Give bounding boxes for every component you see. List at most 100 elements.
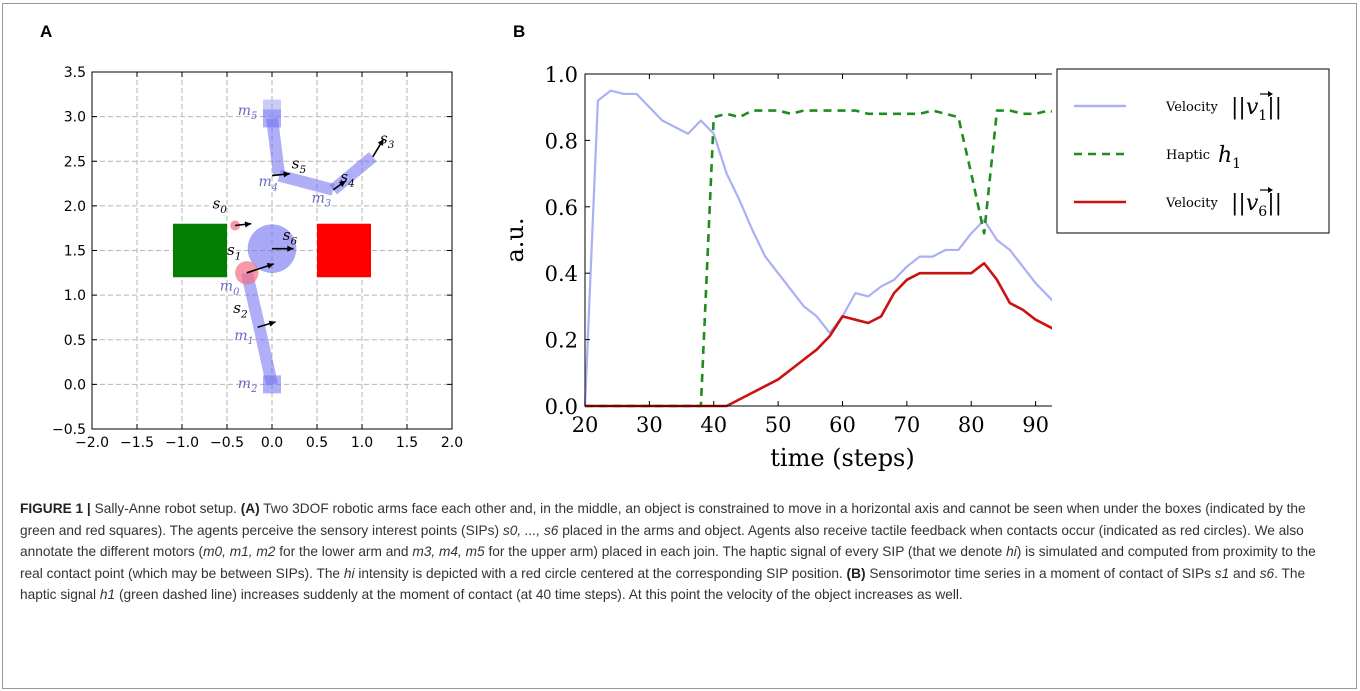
x-axis-label: time (steps) [770,444,914,472]
x-tick-label: 0.5 [306,435,328,451]
y-tick-label: 2.0 [64,199,86,215]
caption-b-text-3: . The haptic signal [20,565,1306,603]
y-tick-label: 1.5 [64,244,86,260]
legend-vector-arrow-head [1268,91,1273,97]
legend-vector-arrow-head [1268,187,1273,193]
caption-sym-h1: h1 [99,587,116,602]
motor-label: m4 [259,174,279,193]
motor-label: m0 [220,279,240,298]
x-tick-label: 90 [1022,413,1049,437]
caption-a-text-5: ) is simulated and computed from proximi… [20,544,1316,581]
caption-a-tag: (A) [240,501,260,516]
panel-a-chart: s0 s1 s2 s3 s4 s5 s6 m0 m1 m2 m3 m4 m5 −2.0 −1.5 −1.0 −0… [52,65,463,451]
legend-math-2: h1 [1218,143,1241,172]
sip-label: s2 [233,299,248,321]
x-tick-label: 20 [572,413,599,437]
series-line-2 [585,109,1052,408]
caption-b-text-4: (green dashed line) increases suddenly a… [118,587,963,602]
caption-b-text-1: Sensorimotor time series in a moment of … [869,565,1211,581]
caption-a-text-2: placed in the arms and object. Agents al… [20,522,1304,560]
caption-a-text-4: for the upper arm) placed in each join. … [488,544,1003,559]
panel-b-frame [584,73,1052,407]
upper-arm-segment [266,117,286,177]
x-tick-label: 1.0 [351,435,373,451]
sip-label: s0 [213,195,228,217]
x-tick-label: 70 [894,413,921,437]
velocity-arrow-head [377,138,384,146]
x-tick-label: 2.0 [441,435,463,451]
caption-title: Sally-Anne robot setup. [94,501,237,516]
x-tick-label: 60 [829,413,856,437]
y-tick-label: 1.0 [545,63,578,87]
caption-sym-hi-2: hi [343,565,355,581]
x-tick-label: 1.5 [396,435,418,451]
series-line-1 [583,89,1052,407]
y-tick-label: 2.5 [64,154,86,170]
sip-label: s6 [283,226,298,248]
velocity-arrow-head [283,171,290,178]
caption-sym-m-lower: m0, m1, m2 [203,544,276,559]
caption-b-text-2: and [1233,565,1256,581]
caption-sym-s-range: s0, ..., s6 [502,522,559,538]
legend-math-1: ||v1|| [1231,95,1282,124]
y-tick-label: 3.0 [64,110,86,126]
y-tick-label: 0.6 [545,196,578,220]
lower-arm-segment [253,325,278,386]
caption-label: FIGURE 1 | [20,501,91,516]
upper-arm-base [263,109,281,128]
y-tick-label: 0.0 [545,395,578,419]
velocity-arrow-head [338,180,346,188]
y-tick-label: 0.8 [545,129,578,153]
legend-math-3: ||v6|| [1231,191,1282,220]
panel-a-letter: A [40,22,53,41]
x-tick-label: 40 [700,413,727,437]
y-tick-label: 0.4 [545,262,578,286]
series-line-3 [585,261,1052,408]
velocity-arrow-head [268,320,276,327]
red-box [317,223,371,278]
caption-a-text-1: Two 3DOF robotic arms face each other an… [20,501,1306,538]
caption-sym-m-upper: m3, m4, m5 [412,544,485,559]
motor-label: m5 [238,103,258,122]
caption-a-text-6: intensity is depicted with a red circle … [358,565,843,581]
motor-label: m2 [238,376,258,395]
velocity-arrow-head [266,262,274,269]
velocity-arrow-head [287,245,294,252]
y-tick-label: 0.2 [545,329,578,353]
y-tick-label: 0.0 [64,377,86,393]
green-box [173,223,227,278]
y-tick-label: 1.0 [64,288,86,304]
legend-label-1: Velocity [1165,100,1219,115]
x-tick-label: −2.0 [75,435,109,451]
legend-label-2: Haptic [1166,148,1210,163]
sip-label: s1 [227,241,241,263]
panel-b-legend: Velocity ||v1|| Haptic h1 Velocity ||v6|| [1056,68,1330,234]
caption-b-tag: (B) [846,565,866,581]
lower-arm-base [263,375,281,394]
upper-arm-segment [277,169,335,196]
y-tick-label: 3.5 [64,65,86,81]
y-tick-label: 0.5 [64,333,86,349]
x-tick-label: −0.5 [210,435,244,451]
x-tick-label: 50 [765,413,792,437]
sip-label: s4 [340,168,354,190]
legend-label-3: Velocity [1165,196,1219,211]
legend-frame [1056,68,1330,234]
x-tick-label: 30 [636,413,663,437]
motor-label: m1 [234,328,254,347]
caption-a-text-3: for the lower arm and [279,544,409,559]
panel-b-letter: B [513,22,526,41]
velocity-arrow-head [244,221,252,228]
figure-frame [2,3,1357,689]
x-tick-label: 0.0 [261,435,283,451]
x-tick-label: 80 [958,413,985,437]
x-tick-label: −1.5 [120,435,154,451]
y-tick-label: −0.5 [52,422,86,438]
upper-arm-mount [263,99,281,118]
caption-sym-hi: hi [1006,544,1017,559]
figure-caption: FIGURE 1 | Sally-Anne robot setup. (A) T… [20,498,1342,606]
motor-label: m3 [312,190,332,209]
sip-label: s3 [380,129,395,151]
panel-b-chart: 20304050607080901000.00.20.40.60.81.0tim… [501,63,1052,472]
caption-sym-s1: s1 [1214,565,1230,581]
